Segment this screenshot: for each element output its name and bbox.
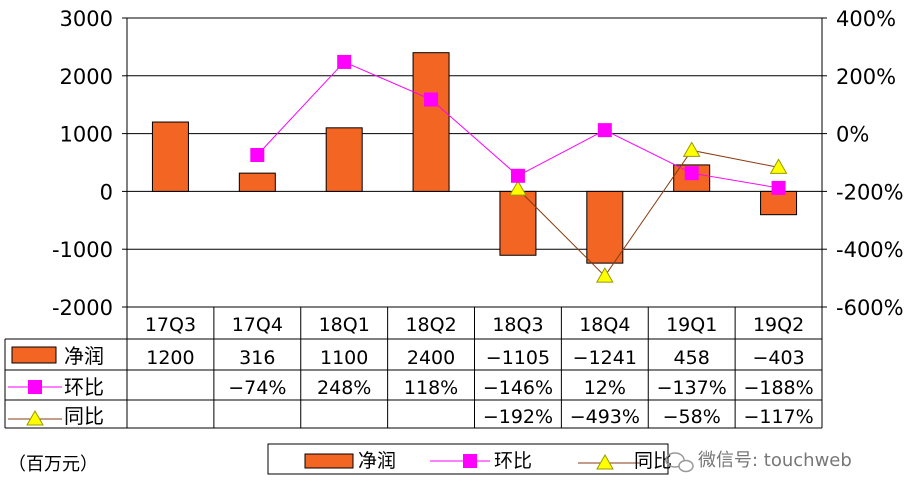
row-header: 环比 bbox=[64, 375, 104, 399]
square-marker bbox=[463, 454, 477, 468]
table-cell: 316 bbox=[239, 347, 275, 369]
table-cell: 2400 bbox=[407, 347, 455, 369]
bar bbox=[499, 190, 537, 256]
table-cell: 1200 bbox=[146, 347, 194, 369]
left-tick-label: 1000 bbox=[60, 123, 113, 147]
table-cell: 1100 bbox=[320, 347, 368, 369]
row-header: 同比 bbox=[64, 404, 104, 428]
line-series bbox=[250, 54, 788, 283]
table-cell: −493% bbox=[570, 406, 640, 428]
right-tick-label: 200% bbox=[836, 65, 896, 89]
triangle-marker bbox=[509, 180, 527, 196]
table-cell: −146% bbox=[483, 377, 553, 399]
square-marker bbox=[28, 380, 42, 394]
square-marker bbox=[597, 123, 612, 138]
table-cell: 12% bbox=[584, 377, 626, 399]
left-tick-label: -1000 bbox=[52, 238, 113, 262]
left-tick-label: -2000 bbox=[52, 296, 113, 320]
table-cell: −137% bbox=[657, 377, 727, 399]
right-axis-ticks: 400% 200% 0% -200% -400% -600% bbox=[822, 7, 904, 320]
square-marker bbox=[510, 168, 525, 183]
category-label: 18Q2 bbox=[405, 314, 456, 336]
triangle-marker bbox=[26, 409, 44, 426]
table-cell: 118% bbox=[404, 377, 458, 399]
triangle-marker bbox=[596, 453, 614, 470]
table-cell: −58% bbox=[663, 406, 721, 428]
category-label: 19Q1 bbox=[666, 314, 717, 336]
series-line-同比 bbox=[517, 149, 779, 277]
table-cell: −1241 bbox=[573, 347, 637, 369]
right-tick-label: -400% bbox=[836, 238, 904, 262]
square-marker bbox=[771, 180, 786, 195]
left-tick-label: 0 bbox=[100, 180, 113, 204]
row-key-bar bbox=[11, 346, 57, 364]
table-cell: 458 bbox=[674, 347, 710, 369]
watermark-text: 微信号: touchweb bbox=[698, 450, 852, 471]
table-cell: −403 bbox=[752, 347, 804, 369]
category-label: 18Q3 bbox=[492, 314, 543, 336]
legend-label: 净润 bbox=[358, 450, 396, 472]
bar bbox=[412, 52, 450, 192]
left-tick-label: 2000 bbox=[60, 65, 113, 89]
watermark: 微信号: touchweb bbox=[665, 450, 852, 473]
table-cell: −188% bbox=[743, 377, 813, 399]
triangle-marker bbox=[595, 267, 614, 283]
legend-key-bar bbox=[304, 453, 354, 469]
category-label: 18Q1 bbox=[319, 314, 370, 336]
table-cell: 248% bbox=[317, 377, 371, 399]
triangle-marker bbox=[769, 158, 788, 174]
square-marker bbox=[250, 147, 265, 162]
right-tick-label: 0% bbox=[836, 123, 869, 147]
gridlines bbox=[127, 17, 822, 308]
legend: 净润 环比 同比 bbox=[267, 443, 672, 475]
square-marker bbox=[424, 92, 439, 107]
square-marker bbox=[684, 166, 699, 181]
bar bbox=[151, 121, 189, 192]
wechat-icon bbox=[665, 452, 694, 473]
unit-label: （百万元） bbox=[8, 454, 98, 475]
bar-series bbox=[151, 52, 798, 264]
left-tick-label: 3000 bbox=[60, 7, 113, 31]
table-cell: −117% bbox=[743, 406, 813, 428]
bar bbox=[238, 172, 276, 192]
bar bbox=[586, 190, 624, 264]
left-axis-ticks: 3000 2000 1000 0 -1000 -2000 bbox=[52, 7, 127, 320]
category-label: 17Q4 bbox=[232, 314, 283, 336]
table-cell: −1105 bbox=[486, 347, 550, 369]
legend-label: 环比 bbox=[494, 450, 532, 472]
table-cell: −74% bbox=[228, 377, 286, 399]
table-cell: −192% bbox=[483, 406, 553, 428]
row-header: 净润 bbox=[64, 344, 104, 368]
right-tick-label: 400% bbox=[836, 7, 896, 31]
triangle-marker bbox=[682, 141, 701, 157]
category-label: 18Q4 bbox=[579, 314, 630, 336]
square-marker bbox=[337, 54, 352, 69]
right-tick-label: -200% bbox=[836, 180, 904, 204]
legend-label: 同比 bbox=[634, 450, 672, 472]
category-label: 17Q3 bbox=[145, 314, 196, 336]
category-label: 19Q2 bbox=[753, 314, 804, 336]
right-tick-label: -600% bbox=[836, 296, 904, 320]
bar bbox=[325, 127, 363, 192]
